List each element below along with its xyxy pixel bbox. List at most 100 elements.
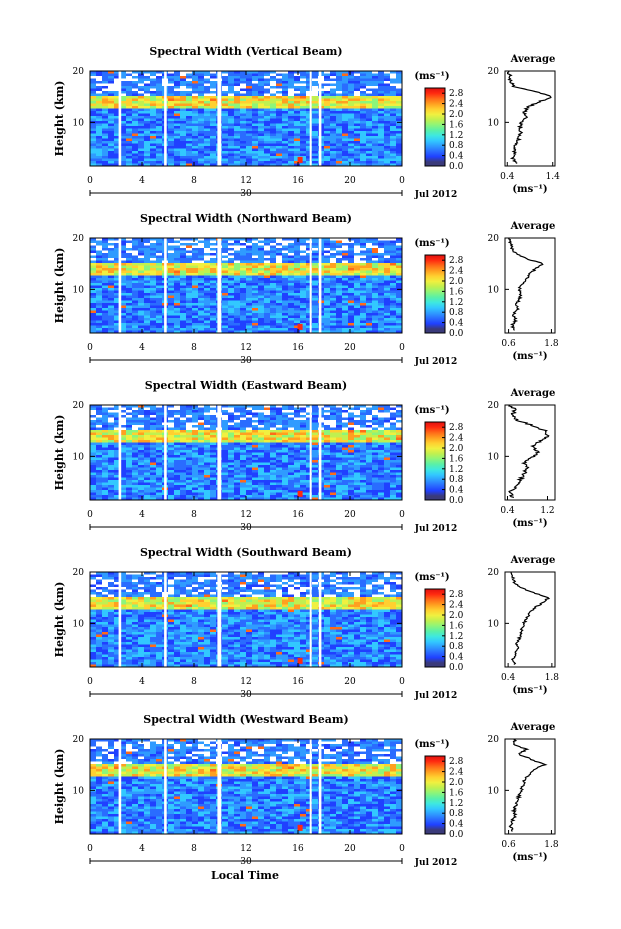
heatmap-cell <box>372 126 379 129</box>
heatmap-cell <box>96 278 103 281</box>
heatmap-cell <box>360 298 367 301</box>
heatmap-gap-cell <box>96 91 102 94</box>
heatmap-cell <box>108 425 115 428</box>
heatmap-cell <box>348 111 355 114</box>
heatmap-cell <box>252 121 259 124</box>
heatmap-cell <box>96 305 103 309</box>
heatmap-cell <box>144 330 151 334</box>
heatmap-cell <box>198 133 205 137</box>
heatmap-cell <box>384 405 391 408</box>
heatmap-cell <box>168 138 175 142</box>
heatmap-cell <box>384 103 391 107</box>
heatmap-cell <box>294 123 301 127</box>
heatmap-gap-cell <box>180 71 186 74</box>
heatmap-cell <box>228 427 235 431</box>
heatmap-cell <box>288 111 295 114</box>
heatmap-cell <box>348 263 355 266</box>
heatmap-cell <box>114 106 121 109</box>
heatmap-cell <box>198 163 205 167</box>
heatmap-cell <box>348 445 355 448</box>
heatmap-cell <box>240 78 247 82</box>
heatmap-cell <box>102 280 109 284</box>
heatmap-cell <box>156 445 163 448</box>
colorbar-tick-label: 2.4 <box>449 267 464 277</box>
heatmap-cell <box>204 285 211 289</box>
heatmap-cell <box>120 270 127 274</box>
heatmap-cell <box>348 430 355 433</box>
heatmap-cell <box>324 285 331 289</box>
heatmap-cell <box>336 101 343 104</box>
heatmap-cell <box>300 330 307 334</box>
heatmap-cell <box>168 245 175 249</box>
heatmap-cell <box>336 258 343 261</box>
heatmap-cell <box>324 138 331 142</box>
heatmap-cell <box>144 305 151 309</box>
heatmap-cell <box>252 96 259 99</box>
heatmap-cell <box>90 126 97 129</box>
heatmap-cell <box>174 427 181 431</box>
heatmap-cell <box>288 148 295 152</box>
heatmap-cell <box>378 285 385 289</box>
heatmap-cell <box>276 156 283 159</box>
heatmap-cell <box>306 258 313 261</box>
heatmap-cell <box>396 255 403 259</box>
heatmap-cell <box>90 325 97 329</box>
heatmap-cell <box>240 427 247 431</box>
heatmap-cell <box>144 275 151 279</box>
heatmap-cell <box>156 158 163 162</box>
heatmap-cell <box>300 146 307 149</box>
heatmap-cell <box>126 96 133 99</box>
heatmap-cell <box>342 273 349 276</box>
heatmap-cell <box>234 440 241 443</box>
heatmap-gap-cell <box>378 250 384 253</box>
heatmap-cell <box>90 432 97 436</box>
heatmap-cell <box>312 445 319 448</box>
heatmap-cell <box>102 425 109 428</box>
heatmap-cell <box>336 128 343 132</box>
heatmap-cell <box>210 98 217 102</box>
heatmap-cell <box>90 101 97 104</box>
heatmap-cell <box>114 111 121 114</box>
heatmap-cell <box>252 73 259 77</box>
heatmap-cell <box>174 121 181 124</box>
heatmap-cell <box>312 290 319 294</box>
heatmap-cell <box>114 141 121 144</box>
heatmap-cell <box>96 280 103 284</box>
heatmap-cell <box>276 118 283 122</box>
heatmap-cell <box>150 275 157 279</box>
heatmap-cell <box>396 260 403 264</box>
heatmap-cell <box>348 325 355 329</box>
heatmap-cell <box>114 420 121 423</box>
heatmap-cell <box>354 437 361 441</box>
heatmap-cell <box>276 151 283 154</box>
heatmap-gap-cell <box>300 253 306 256</box>
heatmap-gap-cell <box>174 415 180 418</box>
heatmap-cell <box>342 93 349 97</box>
heatmap-cell <box>252 143 259 147</box>
heatmap-gap-cell <box>264 86 270 89</box>
heatmap-cell <box>372 96 379 99</box>
heatmap-cell <box>174 128 181 132</box>
heatmap-cell <box>330 407 337 411</box>
heatmap-gap-cell <box>324 71 330 74</box>
heatmap-cell <box>300 305 307 309</box>
heatmap-cell <box>246 83 253 87</box>
heatmap-cell <box>204 275 211 279</box>
heatmap-cell <box>132 101 139 104</box>
heatmap-cell <box>270 293 277 296</box>
heatmap-gap-cell <box>312 93 318 96</box>
heatmap-cell <box>114 248 121 251</box>
heatmap-cell <box>102 156 109 159</box>
heatmap-cell <box>372 98 379 102</box>
heatmap-cell <box>96 285 103 289</box>
heatmap-cell <box>306 88 313 92</box>
heatmap-cell <box>90 118 97 122</box>
heatmap-cell <box>186 293 193 296</box>
heatmap-cell <box>282 76 289 79</box>
heatmap-cell <box>354 415 361 418</box>
heatmap-cell <box>144 96 151 99</box>
heatmap-cell <box>348 275 355 279</box>
heatmap-cell <box>222 158 229 162</box>
heatmap-cell <box>342 305 349 309</box>
heatmap-gap-cell <box>168 407 174 410</box>
